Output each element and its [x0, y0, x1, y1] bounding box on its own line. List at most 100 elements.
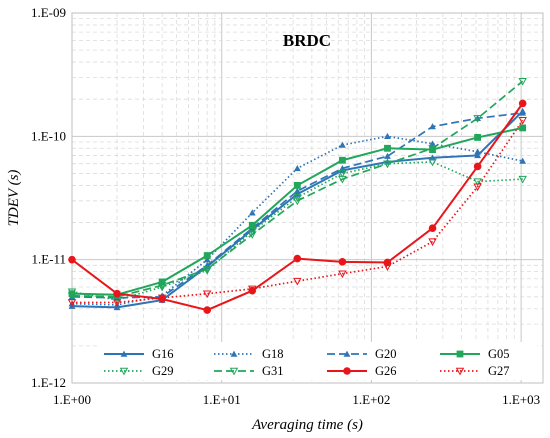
- data-point-G20: [293, 187, 301, 194]
- legend-item-G31: G31: [214, 364, 284, 378]
- legend-marker-G29: [119, 367, 129, 376]
- data-point-G31: [293, 197, 302, 206]
- data-point-G05: [384, 144, 391, 152]
- series-line-G20: [71, 112, 523, 299]
- data-point-G26: [383, 258, 392, 267]
- data-point-G18: [293, 164, 301, 172]
- data-point-G18: [248, 209, 256, 216]
- data-point-G27: [157, 294, 167, 303]
- data-point-G27: [383, 263, 392, 271]
- data-point-G18: [519, 157, 527, 164]
- data-point-G18: [338, 141, 346, 148]
- y-tick-label: 1.E-11: [31, 252, 66, 267]
- y-tick-label: 1.E-09: [31, 5, 66, 20]
- data-point-G31: [518, 77, 527, 86]
- data-point-G05: [338, 156, 346, 164]
- legend-marker-G16: [120, 350, 128, 357]
- data-point-G26: [113, 289, 121, 298]
- series-G18: [68, 132, 527, 308]
- x-tick-label: 1.E+01: [203, 392, 241, 407]
- x-tick-label: 1.E+02: [352, 392, 390, 407]
- data-point-G26: [518, 99, 527, 108]
- x-axis-label: Averaging time (s): [251, 417, 363, 433]
- data-point-G05: [158, 278, 166, 286]
- data-point-G31: [473, 115, 482, 123]
- legend-label-G05: G05: [488, 347, 510, 361]
- data-point-G05: [429, 146, 436, 154]
- data-point-G31: [383, 160, 392, 169]
- legend-item-G16: G16: [104, 347, 174, 361]
- data-point-G18: [68, 300, 76, 307]
- legend-label-G18: G18: [262, 347, 284, 361]
- data-point-G31: [67, 292, 77, 301]
- data-point-G26: [338, 258, 347, 266]
- data-point-G29: [518, 175, 527, 184]
- legend-marker-G18: [230, 350, 238, 357]
- data-point-G29: [428, 158, 437, 167]
- data-point-G16: [474, 152, 481, 159]
- grid: [71, 12, 543, 384]
- data-point-G05: [519, 124, 527, 132]
- legend-item-G27: G27: [440, 364, 510, 378]
- data-point-G31: [338, 175, 347, 184]
- legend-marker-G05: [456, 350, 464, 358]
- series-line-G29: [71, 161, 523, 301]
- data-point-G05: [293, 182, 301, 189]
- data-point-G05: [203, 252, 211, 259]
- plot-frame: [71, 12, 544, 384]
- data-point-G26: [293, 254, 302, 263]
- x-tick-label: 1.E+00: [53, 392, 91, 407]
- data-point-G27: [473, 183, 482, 192]
- data-point-G05: [248, 221, 256, 229]
- data-point-G26: [428, 224, 437, 232]
- legend-marker-G27: [455, 367, 465, 376]
- y-axis-label: TDEV (s): [6, 170, 22, 227]
- series-G27: [67, 117, 527, 307]
- legend-marker-G26: [343, 367, 351, 375]
- data-point-G20: [384, 152, 391, 159]
- data-point-G27: [248, 285, 257, 294]
- data-point-G31: [428, 145, 437, 153]
- data-point-G29: [338, 170, 347, 178]
- data-point-G20: [429, 123, 436, 130]
- legend-item-G20: G20: [327, 347, 397, 361]
- data-point-G20: [519, 109, 527, 116]
- data-point-G29: [473, 178, 482, 186]
- legend-background: [97, 342, 537, 380]
- chart-title: BRDC: [283, 31, 331, 50]
- series-group: [67, 77, 527, 314]
- series-line-G31: [71, 80, 524, 298]
- data-point-G27: [67, 299, 77, 307]
- legend-item-G26: G26: [327, 364, 397, 378]
- data-point-G27: [428, 238, 437, 247]
- legend-item-G18: G18: [214, 347, 284, 361]
- x-tick-label: 1.E+03: [502, 392, 540, 407]
- data-point-G31: [248, 231, 257, 239]
- data-point-G29: [67, 288, 77, 297]
- data-point-G18: [429, 140, 436, 147]
- series-G31: [67, 77, 527, 302]
- data-point-G29: [157, 283, 167, 292]
- data-point-G27: [112, 299, 122, 307]
- y-tick-label: 1.E-10: [31, 128, 66, 143]
- legend-label-G29: G29: [152, 364, 174, 378]
- legend-label-G20: G20: [375, 347, 397, 361]
- series-G05: [68, 124, 527, 299]
- data-point-G20: [338, 164, 346, 172]
- legend-item-G29: G29: [104, 364, 174, 378]
- data-point-G26: [68, 255, 76, 264]
- series-G26: [68, 99, 527, 314]
- legend: G16 G18 G20 G05 G29 G31 G26 G27: [97, 342, 537, 380]
- legend-label-G26: G26: [375, 364, 397, 378]
- legend-label-G16: G16: [152, 347, 174, 361]
- data-point-G27: [293, 277, 302, 286]
- legend-label-G31: G31: [262, 364, 284, 378]
- series-line-G18: [71, 135, 523, 306]
- data-point-G18: [203, 256, 211, 263]
- series-line-G27: [72, 119, 524, 304]
- tick-labels: 1.E+00 1.E+01 1.E+02 1.E+03 1.E-12 1.E-11 1.E-…: [31, 5, 540, 407]
- data-point-G18: [384, 132, 391, 140]
- legend-marker-G20: [343, 350, 351, 357]
